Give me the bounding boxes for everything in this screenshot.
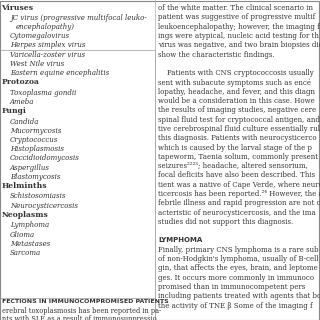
Text: Ameba: Ameba: [10, 98, 34, 106]
Text: would be a consideration in this case. Howe: would be a consideration in this case. H…: [158, 97, 315, 105]
Text: which is caused by the larval stage of the p: which is caused by the larval stage of t…: [158, 143, 312, 151]
Text: tient was a native of Cape Verde, where neuro: tient was a native of Cape Verde, where …: [158, 181, 320, 189]
Text: Neoplasms: Neoplasms: [2, 211, 48, 219]
Text: Mucormycosis: Mucormycosis: [10, 127, 61, 135]
Text: Viruses: Viruses: [2, 4, 34, 12]
Text: virus was negative, and two brain biopsies dic: virus was negative, and two brain biopsi…: [158, 41, 320, 49]
Text: FECTIONS IN IMMUNOCOMPROMISED PATIENTS: FECTIONS IN IMMUNOCOMPROMISED PATIENTS: [2, 299, 168, 304]
Text: febrile illness and rapid progression are not c: febrile illness and rapid progression ar…: [158, 199, 320, 207]
Text: Cryptococcus: Cryptococcus: [10, 136, 58, 144]
Text: tapeworm, Taenia solium, commonly present w: tapeworm, Taenia solium, commonly presen…: [158, 153, 320, 161]
Text: Schistosomiasis: Schistosomiasis: [10, 193, 67, 201]
Text: Metastases: Metastases: [10, 240, 50, 248]
Text: focal deficits have also been described. This: focal deficits have also been described.…: [158, 172, 315, 180]
Text: gin, that affects the eyes, brain, and leptome: gin, that affects the eyes, brain, and l…: [158, 264, 318, 272]
Text: Cytomegalovirus: Cytomegalovirus: [10, 32, 70, 40]
Text: Sarcoma: Sarcoma: [10, 249, 41, 257]
Text: patient was suggestive of progressive multif: patient was suggestive of progressive mu…: [158, 13, 315, 21]
Text: Aspergillus: Aspergillus: [10, 164, 50, 172]
Text: show the characteristic findings.: show the characteristic findings.: [158, 51, 275, 59]
Text: ges. It occurs more commonly in immunoco: ges. It occurs more commonly in immunoco: [158, 274, 314, 282]
Text: Finally, primary CNS lymphoma is a rare sub: Finally, primary CNS lymphoma is a rare …: [158, 246, 319, 254]
Text: JC virus (progressive multifocal leuko-: JC virus (progressive multifocal leuko-: [10, 14, 147, 22]
Text: Protozoa: Protozoa: [2, 78, 39, 86]
Text: Patients with CNS cryptococcosis usually: Patients with CNS cryptococcosis usually: [158, 69, 314, 77]
Text: Varicella-zoster virus: Varicella-zoster virus: [10, 51, 85, 59]
Text: sent with subacute symptoms such as encé: sent with subacute symptoms such as ence…: [158, 78, 311, 87]
Text: this diagnosis. Patients with neurocysticerco: this diagnosis. Patients with neurocysti…: [158, 134, 316, 142]
Text: Blastomycosis: Blastomycosis: [10, 173, 60, 181]
Text: Eastern equine encephalitis: Eastern equine encephalitis: [10, 69, 109, 77]
Text: studies did not support this diagnosis.: studies did not support this diagnosis.: [158, 218, 293, 226]
Text: ings were atypical, nucleic acid testing for th: ings were atypical, nucleic acid testing…: [158, 32, 319, 40]
Text: the results of imaging studies, negative cere: the results of imaging studies, negative…: [158, 106, 316, 114]
Text: Lymphoma: Lymphoma: [10, 221, 49, 229]
Text: leukoencephalopathy; however, the imaging fi: leukoencephalopathy; however, the imagin…: [158, 23, 320, 31]
Text: tive cerebrospinal fluid culture essentially rule: tive cerebrospinal fluid culture essenti…: [158, 125, 320, 133]
Text: including patients treated with agents that bo: including patients treated with agents t…: [158, 292, 320, 300]
Text: of the white matter. The clinical scenario in: of the white matter. The clinical scenar…: [158, 4, 313, 12]
Text: Fungi: Fungi: [2, 107, 26, 115]
Text: Neurocysticercosis: Neurocysticercosis: [10, 202, 78, 210]
Text: spinal fluid test for cryptococcal antigen, and n: spinal fluid test for cryptococcal antig…: [158, 116, 320, 124]
Text: Histoplasmosis: Histoplasmosis: [10, 145, 64, 153]
Text: Helminths: Helminths: [2, 182, 47, 190]
Text: the activity of TNE β Some of the imaging f: the activity of TNE β Some of the imagin…: [158, 302, 313, 310]
Text: promised than in immunocompetent pers: promised than in immunocompetent pers: [158, 283, 305, 291]
Text: encephalopathy): encephalopathy): [16, 23, 75, 31]
Text: Coccidioidomycosis: Coccidioidomycosis: [10, 154, 80, 162]
Text: Herpes simplex virus: Herpes simplex virus: [10, 41, 85, 49]
Text: acteristic of neurocysticercosis, and the ima: acteristic of neurocysticercosis, and th…: [158, 209, 316, 217]
Text: Glioma: Glioma: [10, 231, 35, 239]
Text: of non-Hodgkin's lymphoma, usually of B-cell: of non-Hodgkin's lymphoma, usually of B-…: [158, 255, 318, 263]
Text: LYMPHOMA: LYMPHOMA: [158, 236, 202, 243]
Text: erebral toxoplasmosis has been reported in pa-: erebral toxoplasmosis has been reported …: [2, 307, 161, 315]
Text: lopathy, headache, and fever, and this diagn: lopathy, headache, and fever, and this d…: [158, 88, 315, 96]
Text: seizures²²²³; headache, altered sensorium,: seizures²²²³; headache, altered sensoriu…: [158, 162, 308, 170]
Text: West Nile virus: West Nile virus: [10, 60, 64, 68]
Text: Toxoplasma gondii: Toxoplasma gondii: [10, 89, 76, 97]
Text: Candida: Candida: [10, 117, 39, 125]
Text: ticercosis has been reported.²⁴ However, the a: ticercosis has been reported.²⁴ However,…: [158, 190, 320, 198]
Text: nts with SLE as a result of immunosuppressio: nts with SLE as a result of immunosuppre…: [2, 315, 156, 320]
Bar: [0, 50, 155, 320]
